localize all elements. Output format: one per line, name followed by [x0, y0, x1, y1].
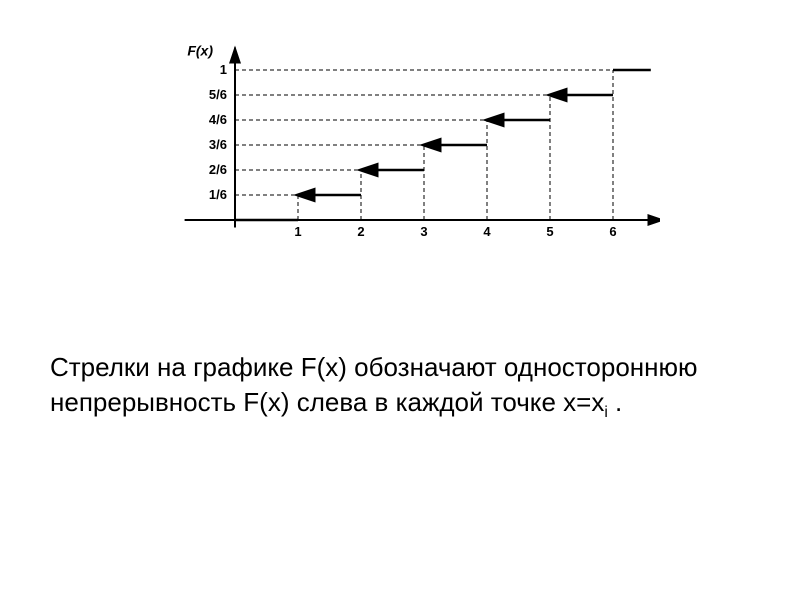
svg-text:1: 1 [294, 224, 301, 239]
svg-text:6: 6 [609, 224, 616, 239]
step-function-chart: 1234561/62/63/64/65/61F(x)x [180, 40, 660, 240]
svg-text:5: 5 [546, 224, 553, 239]
svg-text:4/6: 4/6 [209, 112, 227, 127]
svg-text:1: 1 [220, 62, 227, 77]
svg-text:3/6: 3/6 [209, 137, 227, 152]
caption-part-2: . [608, 387, 622, 417]
svg-text:4: 4 [483, 224, 491, 239]
svg-text:2/6: 2/6 [209, 162, 227, 177]
caption-part-1: Стрелки на графике F(x) обозначают однос… [50, 352, 698, 417]
svg-text:2: 2 [357, 224, 364, 239]
svg-text:1/6: 1/6 [209, 187, 227, 202]
svg-text:5/6: 5/6 [209, 87, 227, 102]
caption-text: Стрелки на графике F(x) обозначают однос… [50, 350, 750, 423]
svg-text:3: 3 [420, 224, 427, 239]
svg-text:F(x): F(x) [187, 43, 213, 59]
